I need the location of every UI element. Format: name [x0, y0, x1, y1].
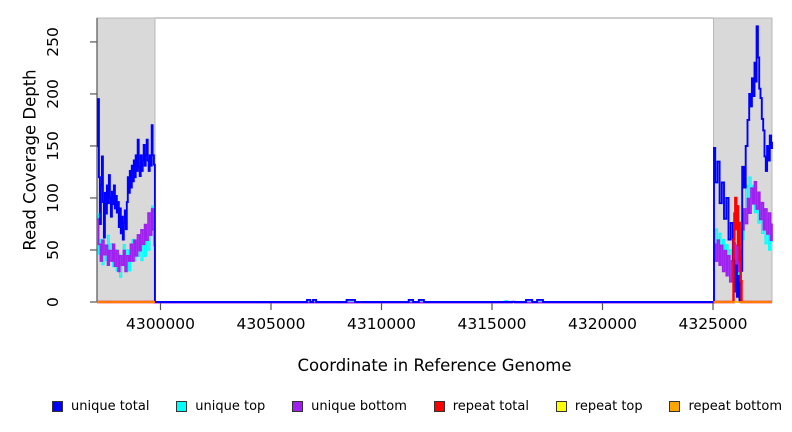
x-tick-label: 4310000	[347, 315, 416, 333]
legend-label: unique total	[71, 399, 150, 414]
x-tick-label: 4320000	[568, 315, 637, 333]
legend-swatch-unique-top	[176, 401, 188, 412]
y-tick-label: 0	[44, 297, 62, 307]
x-tick-label: 4305000	[236, 315, 305, 333]
y-tick-label: 250	[44, 27, 62, 57]
legend: unique total unique top unique bottom re…	[52, 399, 782, 414]
legend-label: repeat total	[452, 399, 529, 414]
legend-label: repeat bottom	[688, 399, 782, 414]
y-tick-label: 50	[44, 240, 62, 260]
series-unique-top	[97, 176, 773, 303]
y-axis-title: Read Coverage Depth	[20, 69, 40, 251]
legend-item-repeat-bottom: repeat bottom	[669, 399, 782, 414]
legend-item-unique-total: unique total	[52, 399, 149, 414]
legend-item-repeat-total: repeat total	[433, 399, 529, 414]
legend-label: unique bottom	[311, 399, 407, 414]
series-unique-bottom	[97, 181, 773, 304]
legend-swatch-repeat-top	[555, 401, 567, 412]
plot-frame	[96, 17, 773, 303]
series-repeat-total	[713, 196, 772, 304]
legend-label: repeat top	[574, 399, 643, 414]
x-tick-label: 4300000	[126, 315, 195, 333]
y-tick-label: 150	[44, 131, 62, 161]
legend-swatch-unique-bottom	[292, 401, 304, 412]
y-tick-label: 100	[44, 183, 62, 213]
x-axis-title: Coordinate in Reference Genome	[297, 356, 572, 375]
legend-swatch-unique-total	[52, 401, 63, 412]
legend-swatch-repeat-total	[433, 401, 445, 412]
x-tick-label: 4325000	[678, 315, 747, 333]
series-unique-total	[97, 25, 773, 303]
legend-item-unique-top: unique top	[176, 399, 265, 414]
legend-item-repeat-top: repeat top	[555, 399, 643, 414]
legend-swatch-repeat-bottom	[669, 401, 681, 412]
legend-item-unique-bottom: unique bottom	[292, 399, 407, 414]
legend-label: unique top	[195, 399, 266, 414]
x-tick-label: 4315000	[457, 315, 526, 333]
y-tick-label: 200	[44, 79, 62, 109]
